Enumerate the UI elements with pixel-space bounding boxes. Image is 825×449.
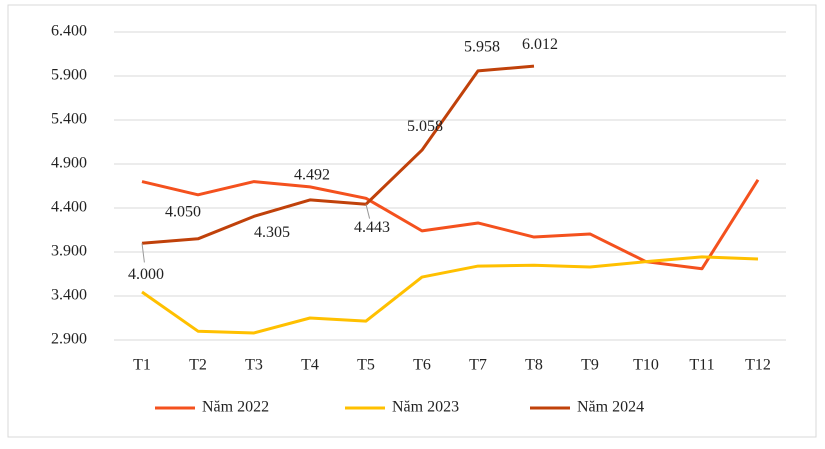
y-tick-label: 4.400 xyxy=(51,199,87,216)
y-tick-label: 2.900 xyxy=(51,331,87,348)
x-tick-label: T9 xyxy=(581,357,599,374)
x-tick-label: T12 xyxy=(745,357,771,374)
data-label: 5.058 xyxy=(407,118,443,135)
y-tick-label: 3.900 xyxy=(51,243,87,260)
x-tick-label: T5 xyxy=(357,357,375,374)
x-tick-label: T4 xyxy=(301,357,319,374)
x-tick-label: T6 xyxy=(413,357,431,374)
x-tick-label: T8 xyxy=(525,357,543,374)
y-tick-label: 5.900 xyxy=(51,67,87,84)
data-label: 4.443 xyxy=(354,219,390,236)
y-tick-label: 3.400 xyxy=(51,287,87,304)
leader-line xyxy=(365,204,371,219)
chart-border xyxy=(7,4,817,438)
x-tick-label: T1 xyxy=(133,357,151,374)
legend-label: Năm 2022 xyxy=(202,399,269,416)
x-tick-label: T7 xyxy=(469,357,487,374)
x-tick-label: T11 xyxy=(689,357,714,374)
x-tick-label: T2 xyxy=(189,357,207,374)
y-tick-label: 6.400 xyxy=(51,23,87,40)
x-tick-label: T3 xyxy=(245,357,263,374)
data-label: 5.958 xyxy=(464,39,500,56)
data-label: 4.305 xyxy=(254,224,290,241)
data-label: 4.050 xyxy=(165,203,201,220)
leader-line xyxy=(141,243,145,263)
y-tick-label: 5.400 xyxy=(51,111,87,128)
data-label: 6.012 xyxy=(522,36,558,53)
legend-label: Năm 2024 xyxy=(577,399,644,416)
series-line xyxy=(141,179,760,271)
data-label: 4.492 xyxy=(294,167,330,184)
data-label: 4.000 xyxy=(128,266,164,283)
y-tick-label: 4.900 xyxy=(51,155,87,172)
legend-label: Năm 2023 xyxy=(392,399,459,416)
x-tick-label: T10 xyxy=(633,357,659,374)
series-line xyxy=(141,255,759,335)
series-line xyxy=(141,64,535,245)
